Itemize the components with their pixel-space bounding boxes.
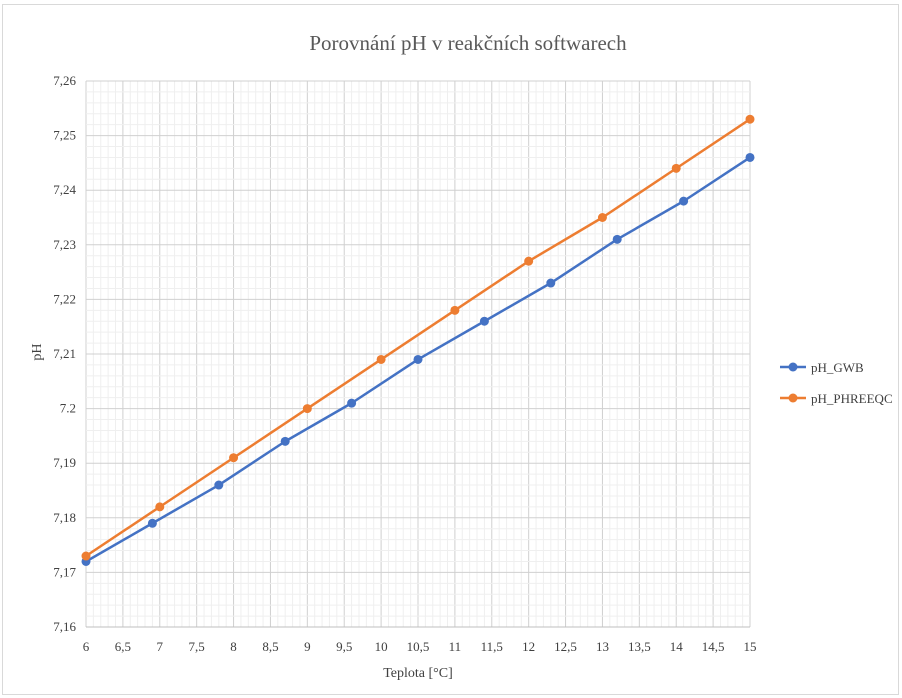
x-tick-label: 7,5 <box>189 639 205 654</box>
x-axis-label: Teplota [°C] <box>383 666 453 681</box>
data-point <box>147 518 157 528</box>
x-tick-label: 13,5 <box>628 639 651 654</box>
legend-swatch-marker <box>788 393 798 403</box>
data-point <box>679 196 689 206</box>
x-tick-label: 13 <box>596 639 609 654</box>
data-point <box>302 404 312 414</box>
data-point <box>214 480 224 490</box>
legend-swatch-marker <box>788 362 798 372</box>
data-point <box>347 398 357 408</box>
data-point <box>597 213 607 222</box>
legend-label: pH_GWB <box>811 360 864 375</box>
y-tick-label: 7.2 <box>60 401 76 416</box>
y-tick-label: 7,18 <box>53 510 76 525</box>
data-point <box>81 551 91 561</box>
x-tick-label: 8 <box>230 639 237 654</box>
data-point <box>280 436 290 446</box>
legend: pH_GWB pH_PHREEQC <box>780 360 893 406</box>
data-point <box>229 453 239 463</box>
x-tick-label: 10 <box>375 639 388 654</box>
x-tick-label: 14,5 <box>702 639 725 654</box>
y-axis-ticks: 7,16 7,17 7,18 7,19 7.2 7,21 7,22 7,23 7,24 7,25 7… <box>53 73 76 634</box>
y-tick-label: 7,21 <box>53 346 76 361</box>
x-tick-label: 6,5 <box>115 639 131 654</box>
data-point <box>413 354 423 364</box>
data-point <box>155 502 165 512</box>
y-tick-label: 7,26 <box>53 73 76 88</box>
x-tick-label: 9 <box>304 639 311 654</box>
y-tick-label: 7,16 <box>53 619 76 634</box>
chart-title: Porovnání pH v reakčních softwarech <box>309 31 627 55</box>
x-tick-label: 12 <box>522 639 535 654</box>
x-tick-label: 7 <box>157 639 164 654</box>
y-tick-label: 7,19 <box>53 455 76 470</box>
x-tick-label: 10,5 <box>407 639 430 654</box>
x-tick-label: 11 <box>449 639 462 654</box>
series-layer <box>81 114 755 566</box>
series-line <box>85 118 751 558</box>
x-tick-label: 8,5 <box>262 639 278 654</box>
x-tick-label: 11,5 <box>481 639 503 654</box>
y-tick-label: 7,17 <box>53 564 76 579</box>
data-point <box>546 278 556 288</box>
data-point <box>745 114 755 124</box>
data-point <box>376 354 386 364</box>
data-point <box>479 316 489 326</box>
x-tick-label: 15 <box>744 639 757 654</box>
x-axis-ticks: 6 6,5 7 7,5 8 8,5 9 9,5 10 10,5 11 11,5 12 12,5 13 13,5… <box>83 639 757 654</box>
grid <box>85 80 751 628</box>
x-tick-label: 9,5 <box>336 639 352 654</box>
y-tick-label: 7,23 <box>53 237 76 252</box>
y-tick-label: 7,25 <box>53 128 76 143</box>
y-axis-label: pH <box>30 343 45 360</box>
y-tick-label: 7,22 <box>53 291 76 306</box>
data-point <box>524 256 534 266</box>
data-point <box>671 163 681 173</box>
data-point <box>612 234 622 244</box>
x-tick-label: 12,5 <box>554 639 577 654</box>
y-tick-label: 7,24 <box>53 182 76 197</box>
x-tick-label: 6 <box>83 639 90 654</box>
x-tick-label: 14 <box>670 639 684 654</box>
legend-label: pH_PHREEQC <box>811 391 893 406</box>
data-point <box>745 152 755 162</box>
data-point <box>450 305 460 315</box>
